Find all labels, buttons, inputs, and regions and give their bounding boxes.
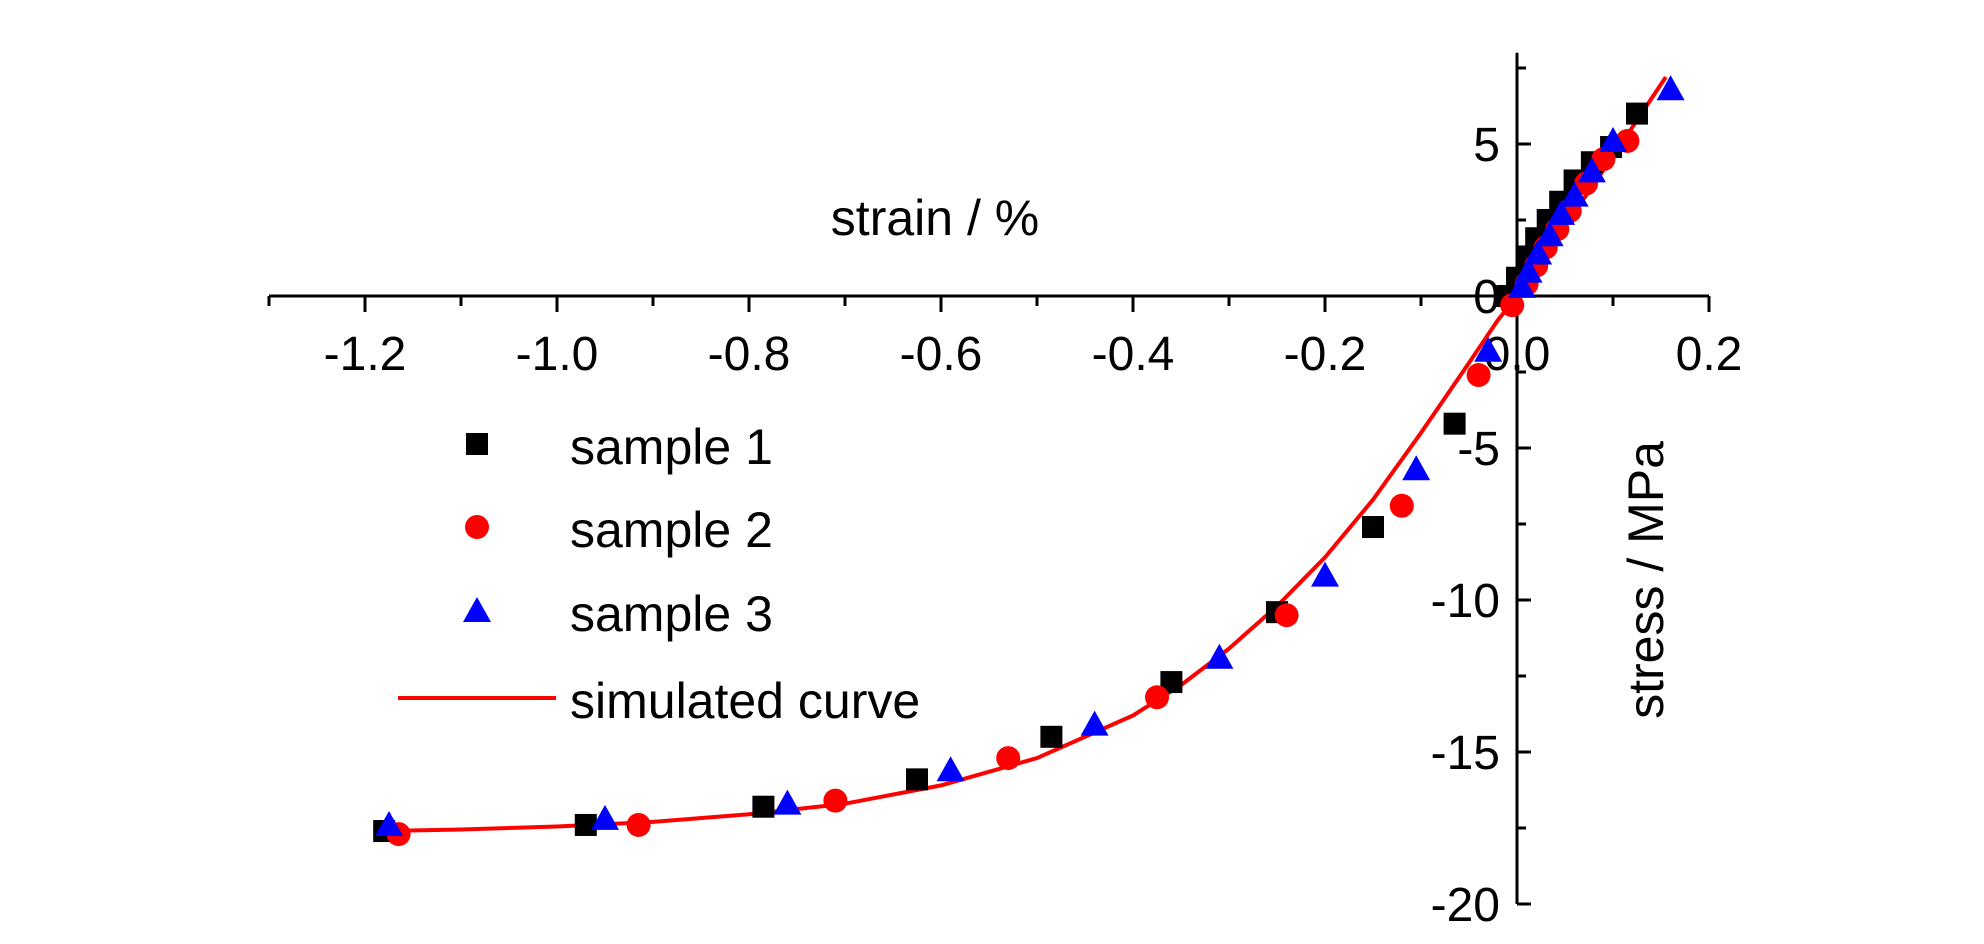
legend-triangle-marker (463, 597, 491, 622)
sample-3-point (375, 810, 403, 836)
sample-3-point (1514, 257, 1543, 283)
sample-3-point (1507, 272, 1536, 298)
sample-2-point (626, 812, 651, 837)
sample-3-point (591, 804, 619, 830)
sample-3-point (936, 756, 965, 782)
sample-3-point (1474, 336, 1503, 362)
x-tick-label: -0.4 (1092, 328, 1175, 381)
legend-label: sample 1 (570, 419, 773, 475)
sample-2-point (1591, 147, 1616, 172)
y-tick-label: -10 (1431, 575, 1500, 628)
y-tick-label: 0 (1473, 271, 1500, 324)
sample-2-point (1466, 363, 1491, 388)
sample-1-point (906, 768, 928, 791)
sample-1-point (574, 813, 597, 836)
sample-1-point (1626, 102, 1648, 125)
sample-3-point (1577, 157, 1606, 183)
sample-3-point (1311, 561, 1339, 587)
sample-2-point (996, 746, 1021, 771)
legend-circle-marker (465, 515, 489, 539)
sample-1-point (1443, 412, 1466, 435)
sample-1-point (1040, 725, 1063, 748)
axes: -1.2 -1.0 -0.8 -0.6 -0.4 -0.2 0.0 0.2-20-15-10-… (267, 52, 1743, 932)
x-tick-label: -0.8 (708, 328, 791, 381)
legend-label: sample 3 (570, 586, 773, 642)
sample-2-point (1389, 493, 1414, 518)
sample-1-point (1160, 671, 1183, 694)
sample-2-point (1274, 603, 1299, 628)
sample-3-point (1524, 239, 1553, 265)
x-tick-label: -0.6 (900, 328, 983, 381)
y-tick-label: 5 (1473, 119, 1500, 172)
x-tick-label: -1.0 (516, 328, 599, 381)
sample-3-point (1205, 643, 1234, 669)
legend-label: sample 2 (570, 502, 773, 558)
sample-3-point (1656, 75, 1685, 101)
legend-label: simulated curve (570, 673, 920, 729)
sample-2-point (1145, 685, 1169, 710)
y-axis-title: stress / MPa (1618, 441, 1674, 719)
sample-1-point (752, 795, 775, 818)
marker-layer (373, 75, 1685, 847)
sample-3-point (1547, 199, 1576, 225)
sample-2-point (1500, 293, 1525, 318)
legend-square-marker (466, 433, 488, 455)
sample-2-point (823, 788, 848, 813)
x-tick-label: 0.2 (1676, 328, 1743, 381)
y-tick-label: -20 (1431, 879, 1500, 932)
sample-1-point (1362, 516, 1384, 539)
sample-3-point (1402, 455, 1431, 481)
sample-3-point (1560, 181, 1589, 207)
x-axis-title: strain / % (831, 190, 1039, 246)
x-tick-label: -0.2 (1284, 328, 1367, 381)
sample-3-point (1080, 710, 1109, 736)
sample-3-point (1535, 221, 1564, 247)
y-tick-label: -15 (1431, 727, 1500, 780)
x-tick-label: -1.2 (324, 328, 407, 381)
sample-3-point (773, 789, 802, 815)
legend: sample 1 sample 2 sample 3 simulated curve (398, 419, 920, 729)
sample-3-point (1599, 126, 1627, 152)
